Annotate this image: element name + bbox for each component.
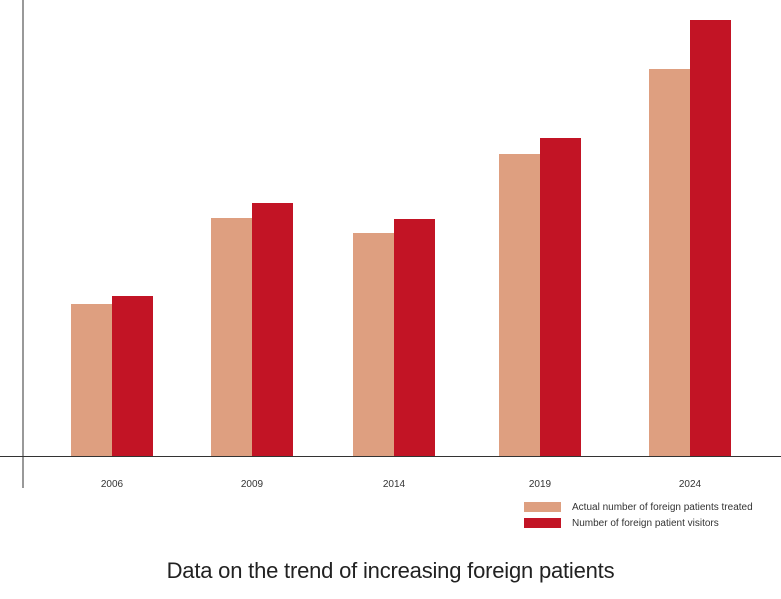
legend-label-visitors: Number of foreign patient visitors [572,517,719,529]
bar-treated-2019 [499,154,540,456]
legend-label-treated: Actual number of foreign patients treate… [572,501,753,513]
bar-visitors-2009 [252,203,293,456]
bar-visitors-2024 [690,20,731,456]
bar-treated-2009 [211,218,252,456]
x-tick-labels: 2006 2009 2014 2019 2024 [101,479,702,490]
bar-chart: 2006 2009 2014 2019 2024 [0,0,781,490]
bar-treated-2006 [71,304,112,456]
bar-visitors-2019 [540,138,581,456]
bars-group [71,20,731,456]
legend-item-visitors: Number of foreign patient visitors [524,516,753,530]
x-tick-label-2019: 2019 [529,479,552,490]
x-tick-label-2006: 2006 [101,479,124,490]
bar-visitors-2006 [112,296,153,456]
bar-treated-2014 [353,233,394,456]
legend: Actual number of foreign patients treate… [524,500,753,532]
bar-treated-2024 [649,69,690,456]
x-tick-label-2014: 2014 [383,479,406,490]
x-tick-label-2024: 2024 [679,479,702,490]
legend-swatch-treated [524,502,561,512]
bar-visitors-2014 [394,219,435,456]
legend-item-treated: Actual number of foreign patients treate… [524,500,753,514]
chart-title: Data on the trend of increasing foreign … [166,558,615,583]
legend-swatch-visitors [524,518,561,528]
x-tick-label-2009: 2009 [241,479,264,490]
